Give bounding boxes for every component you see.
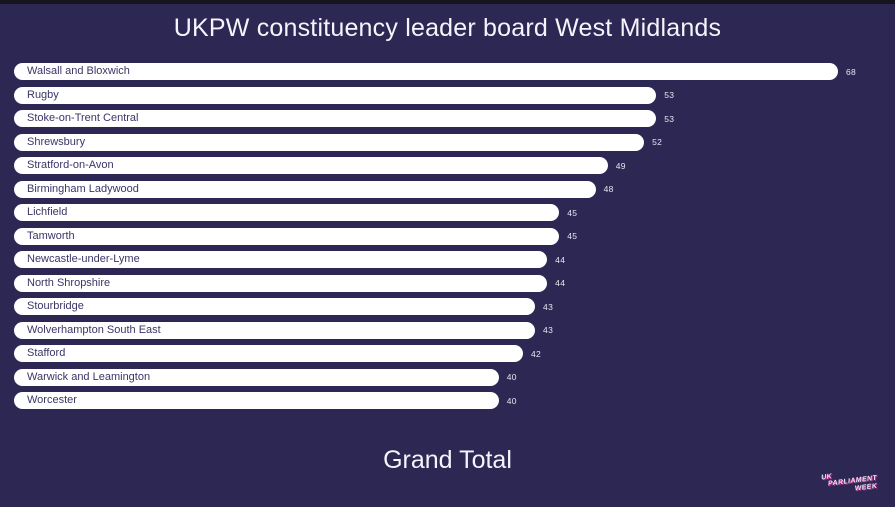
bar-label: North Shropshire (27, 276, 111, 289)
bar-label: Worcester (27, 394, 77, 406)
bar: North Shropshire (14, 274, 548, 292)
bar: Stourbridge (14, 298, 536, 315)
bar: Lichfield (14, 204, 560, 221)
bar: Birmingham Ladywood (14, 180, 596, 198)
bar-row: North Shropshire 44 (14, 274, 838, 292)
bar-row: Warwick and Leamington 40 (14, 368, 838, 386)
axis-title-grand-total: Grand Total (383, 446, 512, 474)
bar-row: Walsall and Bloxwich 68 (14, 63, 856, 80)
bar-value: 45 (567, 231, 578, 241)
bar-value: 44 (555, 254, 566, 265)
letterbox-strip (0, 0, 895, 4)
bar: Wolverhampton South East (14, 321, 536, 339)
bar: Warwick and Leamington (14, 368, 499, 386)
bar-row: Shrewsbury 52 (14, 133, 838, 151)
bar-row: Worcester 40 (14, 392, 838, 409)
bar-row: Stourbridge 43 (14, 298, 838, 315)
chart-title: UKPW constituency leader board West Midl… (173, 14, 722, 42)
bar-value: 52 (652, 137, 663, 147)
bar-value: 68 (846, 66, 857, 77)
bar: Tamworth (14, 227, 560, 245)
bar-label: Stafford (27, 347, 66, 359)
bar-label: Stourbridge (27, 300, 84, 312)
bar: Shrewsbury (14, 133, 645, 151)
bar-chart: Walsall and Bloxwich 68 Rugby 53 Stoke-o… (14, 63, 856, 416)
bar-row: Stoke-on-Trent Central 53 (14, 110, 838, 127)
bar-row: Lichfield 45 (14, 204, 838, 221)
bar-label: Stratford-on-Avon (27, 159, 114, 171)
bar-value: 49 (615, 160, 626, 171)
bar-value: 53 (664, 90, 675, 100)
bar: Walsall and Bloxwich (14, 63, 838, 80)
bar-value: 53 (664, 113, 675, 124)
bar-label: Birmingham Ladywood (27, 182, 139, 195)
bar-value: 40 (506, 395, 517, 406)
bar-label: Wolverhampton South East (27, 323, 161, 336)
bar-row: Wolverhampton South East 43 (14, 321, 838, 339)
bar-row: Newcastle-under-Lyme 44 (14, 251, 838, 268)
bar: Stafford (14, 345, 523, 362)
bar-label: Lichfield (27, 206, 68, 218)
bar-value: 45 (567, 207, 578, 218)
bar: Worcester (14, 392, 499, 409)
bar-label: Newcastle-under-Lyme (27, 253, 140, 265)
bar-label: Stoke-on-Trent Central (27, 112, 139, 124)
bar-value: 48 (603, 184, 614, 194)
bar: Stratford-on-Avon (14, 157, 608, 174)
bar-label: Warwick and Leamington (27, 370, 151, 383)
bar-row: Rugby 53 (14, 86, 838, 104)
bar-value: 42 (530, 348, 541, 359)
bar-value: 40 (506, 372, 517, 382)
bar-label: Rugby (27, 88, 59, 101)
bar-label: Walsall and Bloxwich (27, 65, 130, 77)
bar-row: Birmingham Ladywood 48 (14, 180, 838, 198)
bar-value: 43 (543, 301, 554, 312)
bar-row: Stafford 42 (14, 345, 838, 362)
bar: Newcastle-under-Lyme (14, 251, 548, 268)
bar: Rugby (14, 86, 657, 104)
bar-label: Shrewsbury (27, 135, 86, 148)
bar-label: Tamworth (27, 229, 75, 242)
bar: Stoke-on-Trent Central (14, 110, 657, 127)
bar-value: 44 (555, 278, 566, 288)
bar-value: 43 (543, 325, 554, 335)
bar-row: Tamworth 45 (14, 227, 838, 245)
bar-row: Stratford-on-Avon 49 (14, 157, 838, 174)
